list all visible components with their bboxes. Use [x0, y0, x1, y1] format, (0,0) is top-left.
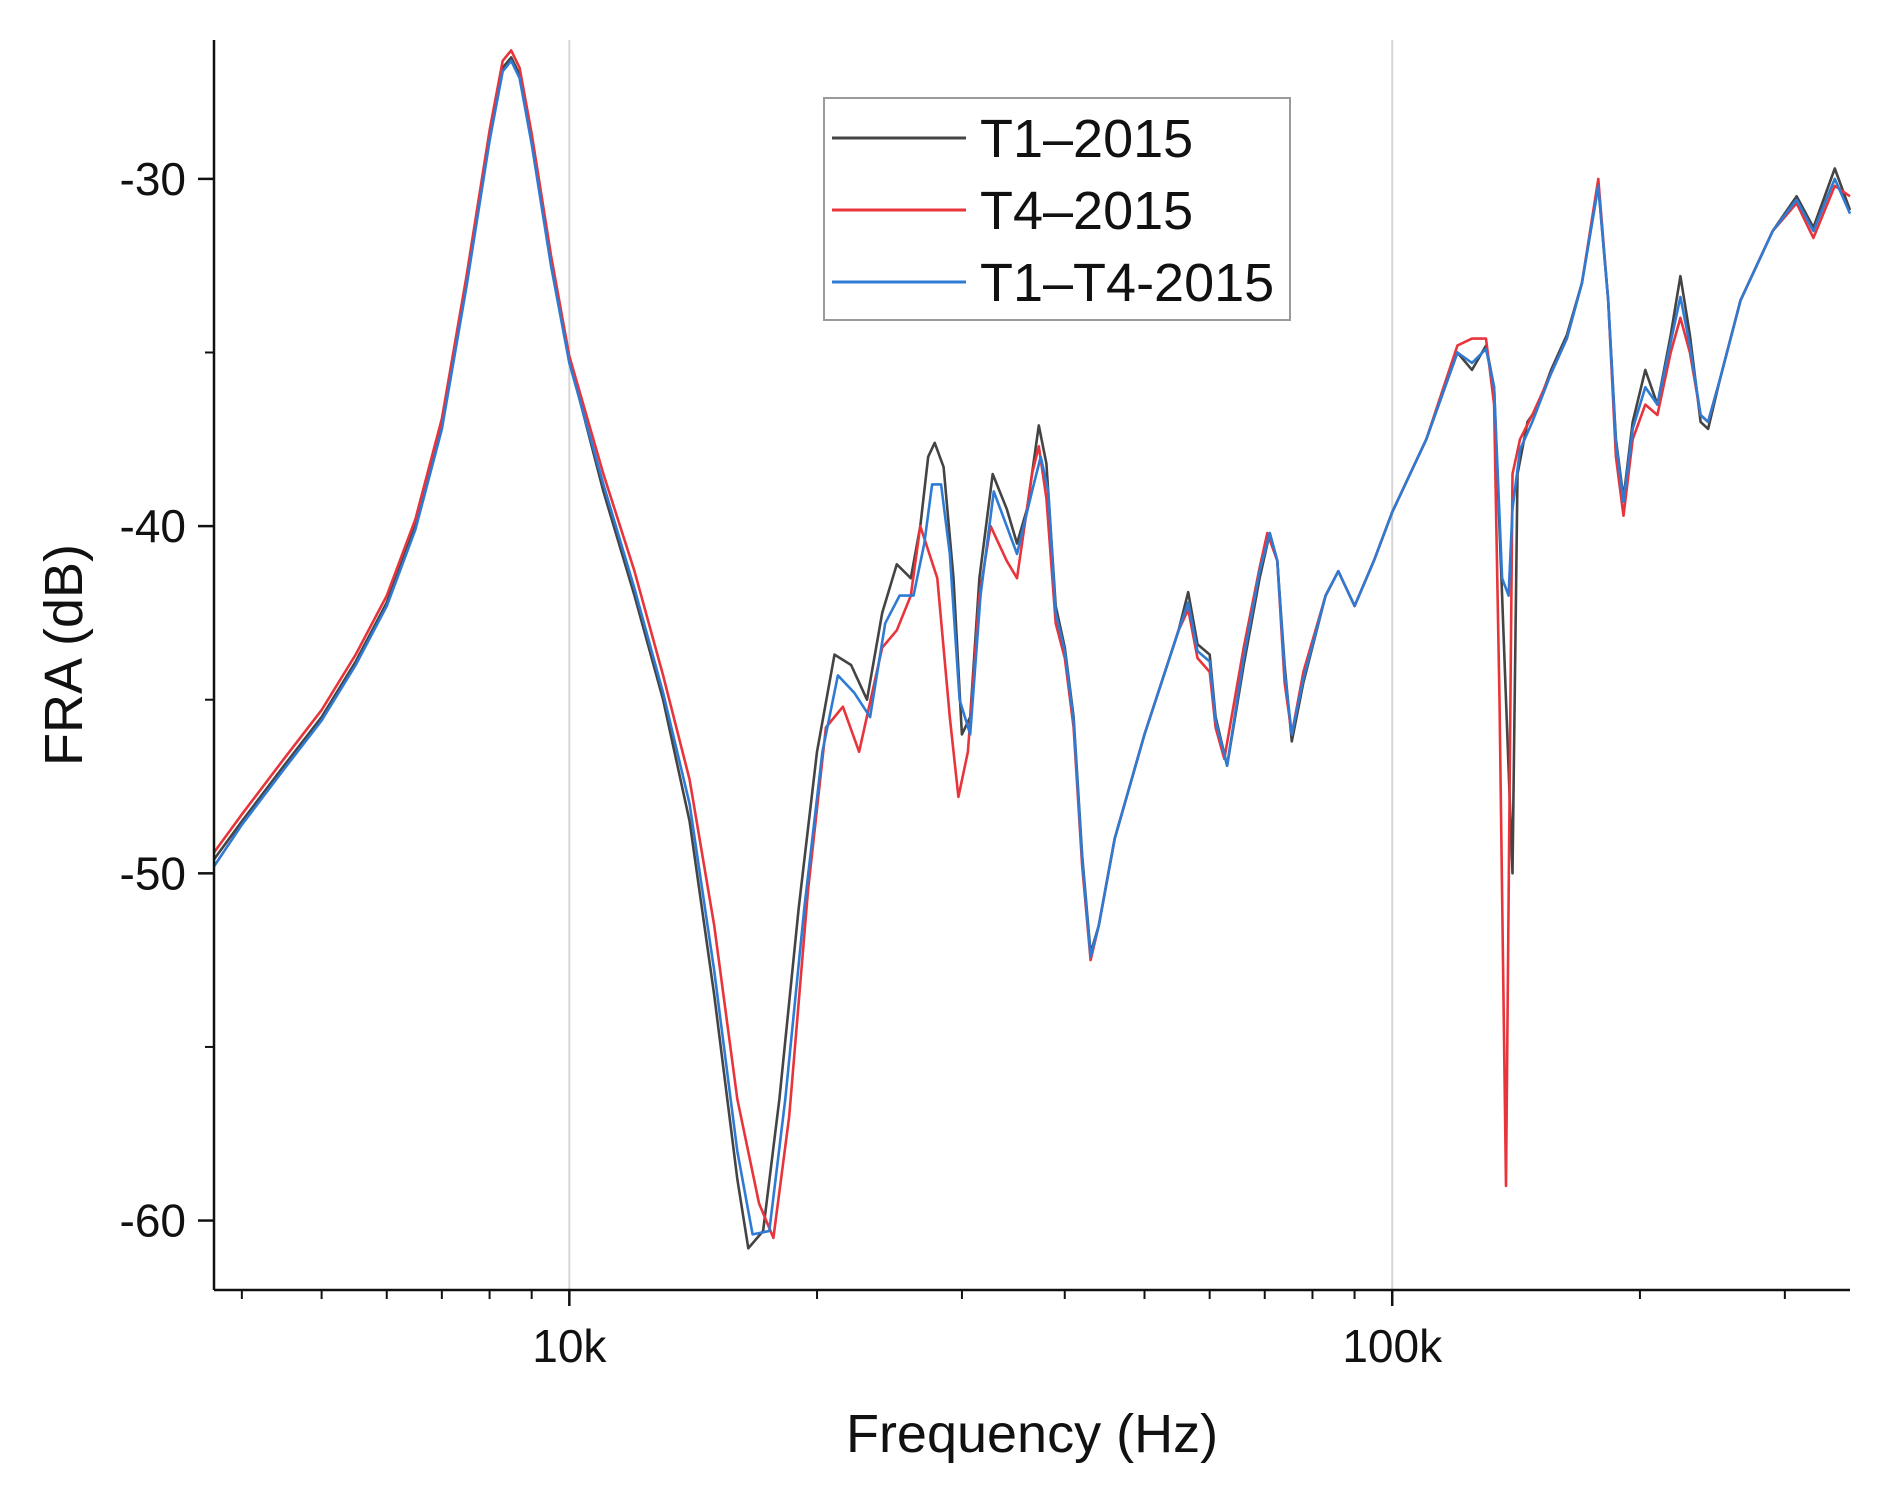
legend-label-3: T1–T4-2015 — [980, 253, 1274, 313]
legend-label-1: T1–2015 — [980, 109, 1193, 169]
axes-layer: 10k 100k -30 -40 -50 -60 — [120, 40, 1850, 1372]
series-layer — [212, 49, 1852, 1250]
x-tick-label-1: 100k — [1342, 1320, 1443, 1372]
y-tick-label-1: -40 — [120, 500, 186, 552]
y-tick-label-2: -50 — [120, 847, 186, 899]
legend: T1–2015 T4–2015 T1–T4-2015 — [823, 97, 1291, 321]
x-axis-title: Frequency (Hz) — [846, 1404, 1218, 1464]
series-line-3 — [212, 59, 1852, 1236]
y-tick-label-0: -30 — [120, 153, 186, 205]
x-tick-label-0: 10k — [532, 1320, 607, 1372]
y-axis-title: FRA (dB) — [34, 544, 94, 766]
y-tick-label-3: -60 — [120, 1195, 186, 1247]
legend-entries: T1–2015 T4–2015 T1–T4-2015 — [832, 109, 1274, 313]
legend-label-2: T4–2015 — [980, 181, 1193, 241]
grid-layer — [568, 40, 1394, 1290]
